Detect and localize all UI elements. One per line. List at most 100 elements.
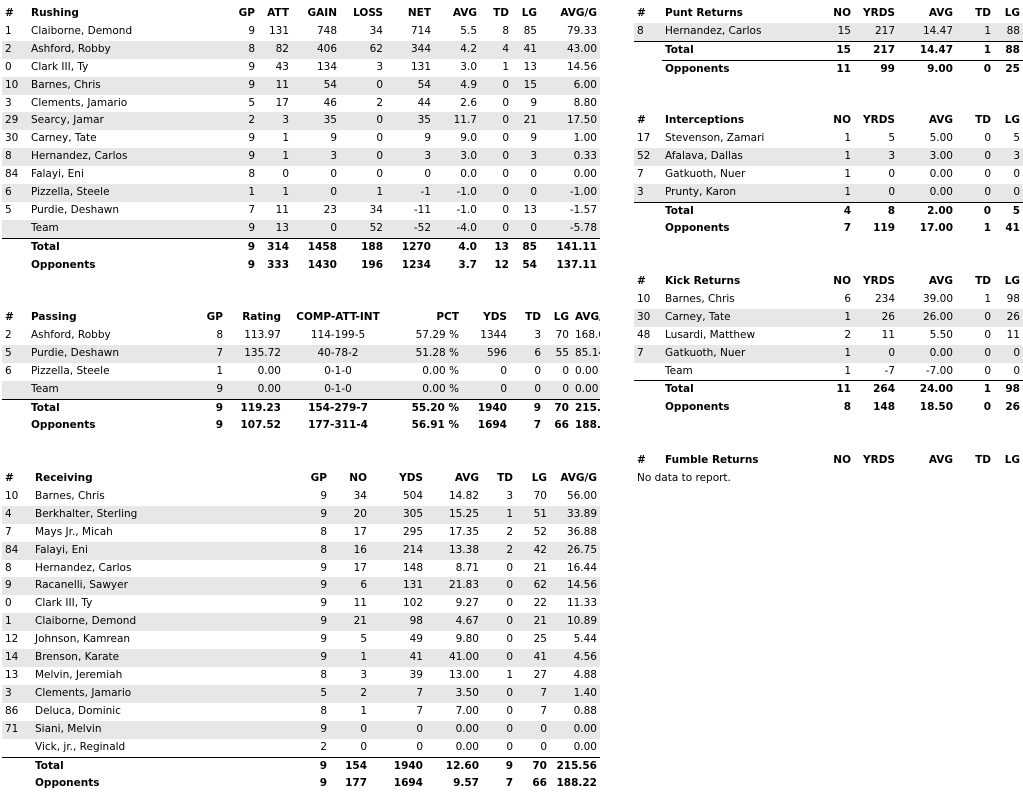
table-cell: 26 [994, 308, 1023, 327]
table-cell: 34 [353, 489, 367, 502]
table-cell: 102 [402, 597, 423, 610]
table-cell: 9 [424, 132, 431, 145]
column-header: TD [493, 7, 509, 19]
table-cell: 1 [810, 308, 854, 327]
interceptions-table: # Interceptions NO YRDS AVG TD LG 17 Stevenson, … [634, 112, 1023, 238]
table-cell: 9 [262, 577, 330, 596]
table-cell: Ashford, Robby [28, 40, 206, 59]
table-cell: Melvin, Jeremiah [35, 668, 123, 681]
column-header: # [5, 7, 14, 19]
table-cell: 41.00 [426, 649, 482, 667]
table-cell [634, 60, 662, 78]
column-header: TD [975, 275, 991, 287]
table-cell: 1458 [307, 240, 337, 253]
column-header: TD [975, 7, 991, 19]
table-row: 17 Stevenson, Zamari 1 5 5.00 0 5 [634, 130, 1023, 148]
column-header: NO [833, 7, 851, 19]
table-row: 84 Falayi, Eni 8 0 0 0 0 0.0 0 0 0.00 [2, 166, 600, 184]
table-cell: 9 [320, 489, 327, 502]
table-cell: 3 [258, 112, 292, 131]
table-cell: 3 [376, 60, 383, 73]
table-row: 1 Claiborne, Demond 9 21 98 4.67 0 21 10.89 [2, 613, 600, 632]
column-header: GAIN [307, 7, 337, 19]
table-cell: 11 [1006, 328, 1020, 341]
table-cell: 0 [984, 131, 991, 144]
table-row: 0 Clark III, Ty 9 11 102 9.27 0 22 11.33 [2, 595, 600, 613]
table-cell [2, 238, 28, 256]
table-cell: 17.50 [540, 112, 600, 131]
table-cell: 714 [410, 24, 431, 37]
table-cell: 344 [386, 40, 434, 59]
table-cell: 5 [2, 344, 28, 363]
table-cell: 7 [634, 344, 662, 363]
column-header: YDS [399, 472, 423, 484]
table-cell: 1 [984, 292, 991, 305]
table-cell: 5 [888, 131, 895, 144]
table-cell: 1 [360, 704, 367, 717]
table-cell: 0 [994, 344, 1023, 363]
table-cell: 2.6 [460, 96, 477, 109]
table-cell: Gatkuoth, Nuer [662, 344, 810, 363]
table-cell: Deluca, Dominic [35, 704, 121, 717]
table-cell: 11 [275, 203, 289, 216]
table-cell: 41 [516, 649, 550, 667]
table-cell: 135.72 [226, 344, 284, 363]
table-cell: Mays Jr., Micah [35, 525, 113, 538]
table-cell: 154-279-7 [308, 401, 368, 414]
table-cell: 52 [533, 525, 547, 538]
table-cell: 3.0 [460, 60, 477, 73]
table-cell: 25 [1005, 62, 1020, 75]
table-cell: 0.00 [426, 720, 482, 739]
table-cell: 1 [282, 132, 289, 145]
table-cell: 3 [292, 148, 340, 167]
table-cell: 9 [262, 505, 330, 524]
table-cell: Opponents [665, 222, 730, 235]
table-cell: 21 [533, 561, 547, 574]
table-cell: 70 [554, 401, 569, 414]
table-cell: 70 [533, 489, 547, 502]
table-row: 3 Prunty, Karon 1 0 0.00 0 0 [634, 183, 1023, 203]
table-cell: -52 [386, 219, 434, 239]
header-row: # Interceptions NO YRDS AVG TD LG [634, 112, 1023, 130]
table-cell: 5 [1013, 131, 1020, 144]
table-cell: 0.00 [426, 738, 482, 758]
table-row: 8 Hernandez, Carlos 15 217 14.47 1 88 [634, 22, 1023, 42]
table-cell: 1 [482, 505, 516, 524]
column-header: NET [407, 7, 431, 19]
table-cell: 2 [5, 328, 12, 341]
table-cell: 14.82 [448, 489, 479, 502]
table-cell: 3.50 [426, 684, 482, 703]
table-cell: 9.0 [460, 132, 477, 145]
table-cell: 1 [502, 60, 509, 73]
table-cell: 295 [402, 525, 423, 538]
table-cell: 62 [516, 577, 550, 596]
table-cell: 134 [316, 60, 337, 73]
table-cell: 9 [248, 132, 255, 145]
table-cell: Lusardi, Matthew [665, 328, 756, 341]
opponents-row: Opponents 9 107.52 177-311-4 56.91 % 1694 7 66 1… [2, 417, 600, 435]
table-cell: 0.00 [226, 380, 284, 400]
table-cell: 148 [873, 401, 895, 414]
table-cell: 6 [5, 364, 12, 377]
table-cell: 0 [502, 203, 509, 216]
table-cell: 7 [5, 525, 12, 538]
column-header: NO [833, 454, 851, 466]
header-row: # Punt Returns NO YRDS AVG TD LG [634, 5, 1023, 23]
table-cell: 39 [409, 668, 423, 681]
table-cell: 36.88 [566, 525, 597, 538]
table-row: 13 Melvin, Jeremiah 8 3 39 13.00 1 27 4.88 [2, 667, 600, 685]
table-cell: 0 [562, 364, 569, 377]
table-cell: 5 [360, 633, 367, 646]
table-cell: 23 [323, 203, 337, 216]
table-cell: 7.00 [455, 704, 479, 717]
table-cell: 3 [634, 183, 662, 203]
table-cell: Barnes, Chris [35, 489, 105, 502]
column-header: TD [497, 472, 513, 484]
table-cell: 10 [5, 489, 19, 502]
table-cell: 214 [370, 541, 426, 560]
table-cell: 56.00 [566, 489, 597, 502]
table-cell: 9.57 [453, 777, 479, 790]
table-cell: 66 [554, 419, 569, 432]
table-cell: 5 [248, 96, 255, 109]
table-row: 2 Ashford, Robby 8 113.97 114-199-5 57.29 % 13… [2, 327, 600, 345]
